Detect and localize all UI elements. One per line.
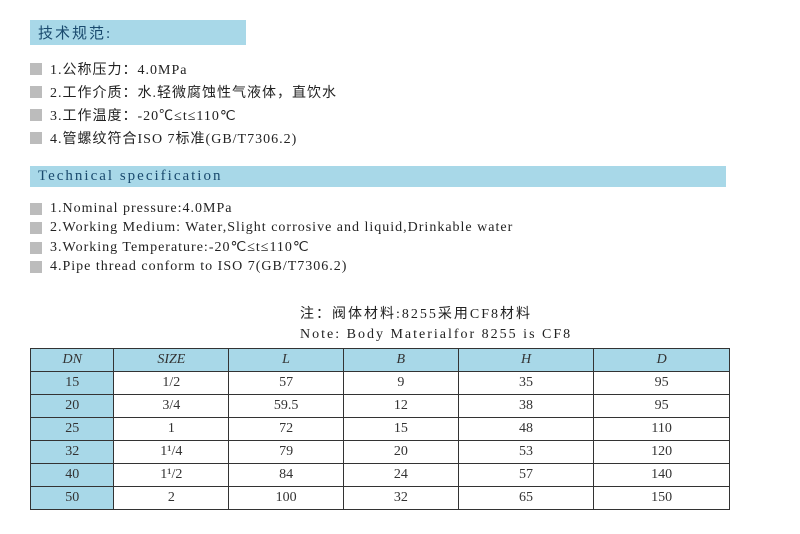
bullet-icon: [30, 203, 42, 215]
col-h: H: [458, 349, 594, 372]
col-b: B: [343, 349, 458, 372]
cell-b: 24: [343, 464, 458, 487]
cell-d: 120: [594, 441, 730, 464]
table-row: 50 2 100 32 65 150: [31, 487, 730, 510]
bullet-icon: [30, 242, 42, 254]
spec-text: 1.Nominal pressure:4.0MPa: [50, 201, 232, 217]
cell-h: 53: [458, 441, 594, 464]
cell-d: 150: [594, 487, 730, 510]
cell-d: 110: [594, 418, 730, 441]
table-row: 15 1/2 57 9 35 95: [31, 372, 730, 395]
cell-size: 1: [114, 418, 229, 441]
cell-l: 100: [229, 487, 344, 510]
spec-item: 4.Pipe thread conform to ISO 7(GB/T7306.…: [30, 259, 770, 275]
table-header-row: DN SIZE L B H D: [31, 349, 730, 372]
spec-text: 2.Working Medium: Water,Slight corrosive…: [50, 220, 513, 236]
cell-l: 79: [229, 441, 344, 464]
spec-list-cn: 1.公称压力：4.0MPa 2.工作介质：水.轻微腐蚀性气液体，直饮水 3.工作…: [30, 59, 770, 148]
spec-item: 1.Nominal pressure:4.0MPa: [30, 201, 770, 217]
bullet-icon: [30, 261, 42, 273]
spec-text: 2.工作介质：水.轻微腐蚀性气液体，直饮水: [50, 82, 337, 102]
cell-b: 20: [343, 441, 458, 464]
note-line-cn: 注：阀体材料:8255采用CF8材料: [300, 305, 770, 325]
col-dn: DN: [31, 349, 114, 372]
cell-h: 38: [458, 395, 594, 418]
cell-dn: 15: [31, 372, 114, 395]
spec-text: 4.Pipe thread conform to ISO 7(GB/T7306.…: [50, 259, 347, 275]
cell-b: 15: [343, 418, 458, 441]
table-row: 32 1¹/4 79 20 53 120: [31, 441, 730, 464]
cell-b: 32: [343, 487, 458, 510]
section-title-en: Technical specification: [30, 166, 726, 187]
bullet-icon: [30, 132, 42, 144]
cell-dn: 40: [31, 464, 114, 487]
col-size: SIZE: [114, 349, 229, 372]
cell-l: 57: [229, 372, 344, 395]
spec-text: 1.公称压力：4.0MPa: [50, 59, 187, 79]
spec-table: DN SIZE L B H D 15 1/2 57 9 35 95 20 3/4…: [30, 348, 730, 510]
table-row: 20 3/4 59.5 12 38 95: [31, 395, 730, 418]
cell-size: 1¹/4: [114, 441, 229, 464]
cell-size: 1/2: [114, 372, 229, 395]
section-title-cn: 技术规范:: [30, 20, 246, 45]
spec-item: 4.管螺纹符合ISO 7标准(GB/T7306.2): [30, 128, 770, 148]
spec-item: 3.Working Temperature:-20℃≤t≤110℃: [30, 239, 770, 256]
col-l: L: [229, 349, 344, 372]
cell-size: 2: [114, 487, 229, 510]
cell-l: 59.5: [229, 395, 344, 418]
cell-h: 57: [458, 464, 594, 487]
cell-h: 48: [458, 418, 594, 441]
cell-h: 35: [458, 372, 594, 395]
cell-dn: 50: [31, 487, 114, 510]
cell-b: 9: [343, 372, 458, 395]
bullet-icon: [30, 86, 42, 98]
cell-size: 1¹/2: [114, 464, 229, 487]
cell-dn: 25: [31, 418, 114, 441]
spec-text: 3.Working Temperature:-20℃≤t≤110℃: [50, 239, 310, 256]
spec-item: 3.工作温度：-20℃≤t≤110℃: [30, 105, 770, 125]
table-row: 25 1 72 15 48 110: [31, 418, 730, 441]
cell-size: 3/4: [114, 395, 229, 418]
spec-item: 2.工作介质：水.轻微腐蚀性气液体，直饮水: [30, 82, 770, 102]
cell-dn: 32: [31, 441, 114, 464]
note-line-en: Note: Body Materialfor 8255 is CF8: [300, 325, 770, 345]
table-row: 40 1¹/2 84 24 57 140: [31, 464, 730, 487]
spec-text: 3.工作温度：-20℃≤t≤110℃: [50, 105, 237, 125]
bullet-icon: [30, 63, 42, 75]
spec-item: 1.公称压力：4.0MPa: [30, 59, 770, 79]
cell-l: 72: [229, 418, 344, 441]
spec-text: 4.管螺纹符合ISO 7标准(GB/T7306.2): [50, 128, 297, 148]
cell-d: 95: [594, 395, 730, 418]
note-block: 注：阀体材料:8255采用CF8材料 Note: Body Materialfo…: [300, 305, 770, 344]
cell-b: 12: [343, 395, 458, 418]
cell-d: 140: [594, 464, 730, 487]
table-body: 15 1/2 57 9 35 95 20 3/4 59.5 12 38 95 2…: [31, 372, 730, 510]
bullet-icon: [30, 109, 42, 121]
bullet-icon: [30, 222, 42, 234]
cell-d: 95: [594, 372, 730, 395]
cell-l: 84: [229, 464, 344, 487]
cell-dn: 20: [31, 395, 114, 418]
cell-h: 65: [458, 487, 594, 510]
spec-item: 2.Working Medium: Water,Slight corrosive…: [30, 220, 770, 236]
col-d: D: [594, 349, 730, 372]
spec-list-en: 1.Nominal pressure:4.0MPa 2.Working Medi…: [30, 201, 770, 275]
